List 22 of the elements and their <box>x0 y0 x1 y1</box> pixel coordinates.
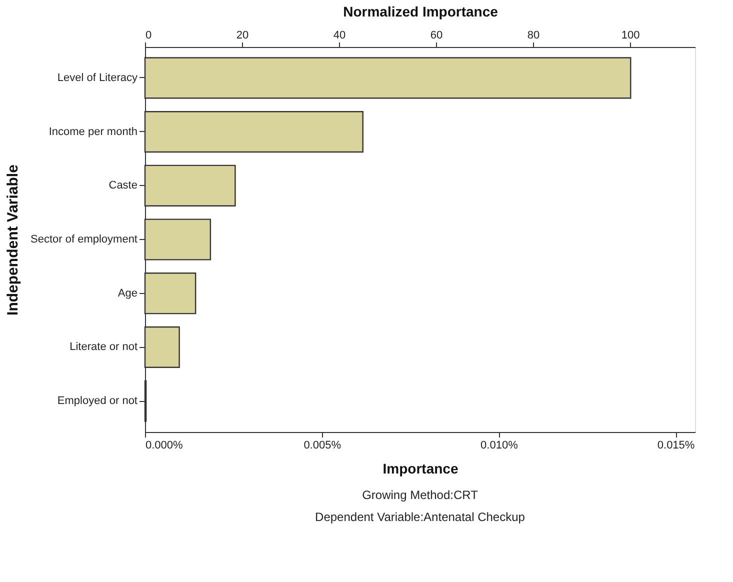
x2-tick-label: 100 <box>621 30 640 42</box>
y-tick-label: Caste <box>108 180 138 192</box>
x-tick-label: 0.015% <box>657 440 695 452</box>
y-tick-label: Sector of employment <box>30 234 138 246</box>
x2-tick-label: 20 <box>236 30 249 42</box>
x2-tick-label: 80 <box>527 30 540 42</box>
y-tick-label: Level of Literacy <box>57 72 138 84</box>
text: Growing Method:CRT <box>362 488 479 502</box>
x-tick-label: 0.005% <box>304 440 342 452</box>
x2-tick-label: 0 <box>146 30 152 42</box>
x2-tick-label: 60 <box>430 30 443 42</box>
x2-tick-label: 40 <box>333 30 346 42</box>
y-axis-title: Independent Variable <box>4 164 22 316</box>
y-tick-label: Employed or not <box>57 395 138 408</box>
y-tick-label: Age <box>118 287 138 300</box>
x-tick-label: 0.000% <box>146 440 184 452</box>
y-tick-label: Income per month <box>48 126 138 138</box>
x-tick-label: 0.010% <box>480 440 518 452</box>
text: Dependent Variable:Antenatal Checkup <box>315 510 526 524</box>
x-axis-title: Importance <box>382 460 458 476</box>
y-tick-label: Literate or not <box>70 341 138 354</box>
x2-axis-title: Normalized Importance <box>343 4 498 20</box>
